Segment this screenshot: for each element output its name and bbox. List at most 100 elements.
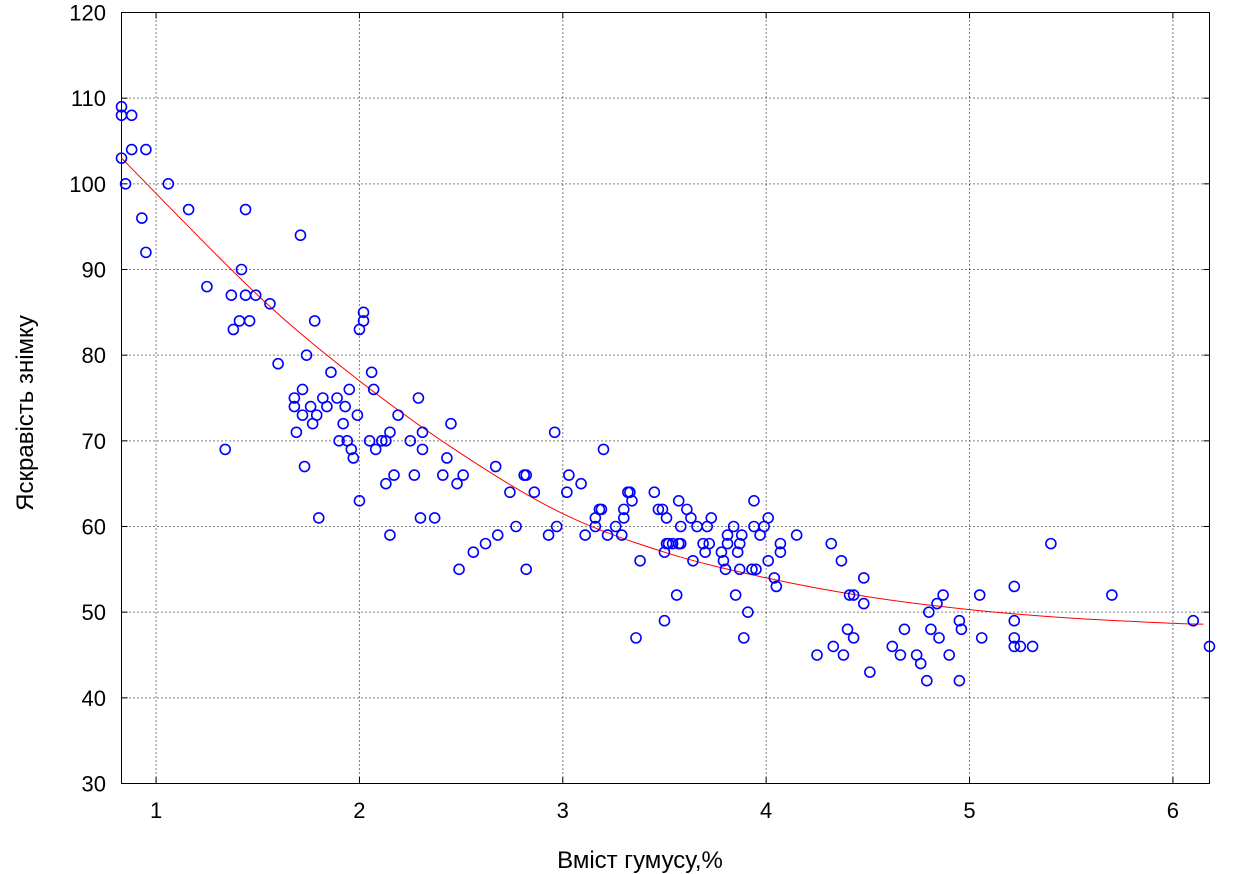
data-point <box>595 503 608 516</box>
data-point <box>548 426 561 439</box>
data-point <box>857 572 870 584</box>
data-point <box>365 366 378 379</box>
data-point <box>652 503 665 516</box>
data-point <box>290 426 303 439</box>
y-tick-label: 60 <box>82 515 106 540</box>
data-point <box>674 537 687 550</box>
data-point <box>520 563 532 576</box>
data-point <box>296 409 309 421</box>
data-point <box>768 572 781 584</box>
data-point <box>445 417 457 430</box>
data-point <box>658 614 671 627</box>
data-point <box>325 366 337 379</box>
data-point <box>624 486 636 499</box>
data-point <box>1106 589 1118 601</box>
data-point <box>687 554 699 567</box>
data-point <box>894 649 907 661</box>
data-point <box>933 632 945 644</box>
data-point <box>921 674 933 687</box>
plot-frame <box>121 12 1210 784</box>
data-point <box>119 178 132 190</box>
data-point <box>333 435 345 447</box>
x-tick-label: 6 <box>1167 798 1179 823</box>
data-point <box>615 529 628 541</box>
data-point <box>609 520 622 533</box>
data-point <box>115 152 128 164</box>
data-point <box>770 580 783 593</box>
data-point <box>697 537 709 550</box>
data-point <box>841 623 854 636</box>
data-point <box>321 400 333 413</box>
data-point <box>943 649 955 661</box>
data-point <box>864 666 876 678</box>
data-point <box>235 263 248 276</box>
data-point <box>162 178 175 190</box>
data-point <box>140 246 152 259</box>
data-point <box>601 529 614 541</box>
data-point <box>441 452 453 464</box>
y-tick-label: 100 <box>69 172 106 197</box>
data-point <box>742 606 754 618</box>
data-point <box>528 486 541 499</box>
data-point <box>737 632 750 644</box>
data-point <box>1008 640 1021 653</box>
data-point <box>762 554 774 567</box>
data-point <box>357 315 370 327</box>
data-point <box>847 632 860 644</box>
data-point <box>239 203 252 216</box>
data-point <box>618 503 630 516</box>
data-point <box>308 315 321 327</box>
data-point <box>774 546 787 559</box>
data-point <box>345 443 358 456</box>
data-point <box>857 597 870 610</box>
data-point <box>380 477 392 490</box>
data-point <box>721 529 734 541</box>
data-point <box>310 409 323 421</box>
data-point <box>298 460 311 473</box>
data-point <box>923 606 935 618</box>
data-point <box>353 494 366 507</box>
data-point <box>925 623 937 636</box>
data-point <box>719 563 732 576</box>
y-tick-label: 120 <box>69 1 106 26</box>
x-tick-label: 5 <box>963 798 975 823</box>
data-point <box>827 640 840 653</box>
data-point <box>648 486 661 499</box>
data-point <box>412 392 425 404</box>
data-point <box>408 469 421 481</box>
data-point <box>1026 640 1039 653</box>
x-tick-label: 1 <box>150 798 162 823</box>
x-axis-title: Вміст гумусу,% <box>557 847 723 874</box>
data-point <box>705 512 718 524</box>
data-point <box>416 443 429 456</box>
data-point <box>351 409 364 421</box>
data-point <box>733 563 746 576</box>
data-point <box>227 323 240 336</box>
data-point <box>542 529 555 541</box>
data-point <box>717 554 730 567</box>
data-point <box>1008 580 1021 593</box>
data-point <box>491 529 504 541</box>
data-point <box>618 512 630 524</box>
axis-ticks <box>121 12 1210 784</box>
y-tick-label: 110 <box>71 86 106 111</box>
data-point <box>975 632 988 644</box>
data-point <box>886 640 899 653</box>
y-tick-label: 70 <box>82 429 106 454</box>
data-point <box>225 289 238 302</box>
data-point <box>384 426 396 439</box>
data-point <box>264 297 276 310</box>
data-point <box>343 383 356 396</box>
data-point <box>457 469 469 481</box>
data-point <box>670 589 683 601</box>
y-tick-label: 30 <box>82 772 106 797</box>
data-point <box>953 674 966 687</box>
data-point <box>384 529 396 541</box>
data-point <box>715 546 728 559</box>
data-point <box>201 280 213 293</box>
data-point <box>703 537 716 550</box>
y-tick-label: 80 <box>82 343 106 368</box>
x-tick-labels: 1 2 3 4 5 6 <box>150 798 1179 823</box>
data-point <box>504 486 516 499</box>
data-point <box>272 357 284 370</box>
